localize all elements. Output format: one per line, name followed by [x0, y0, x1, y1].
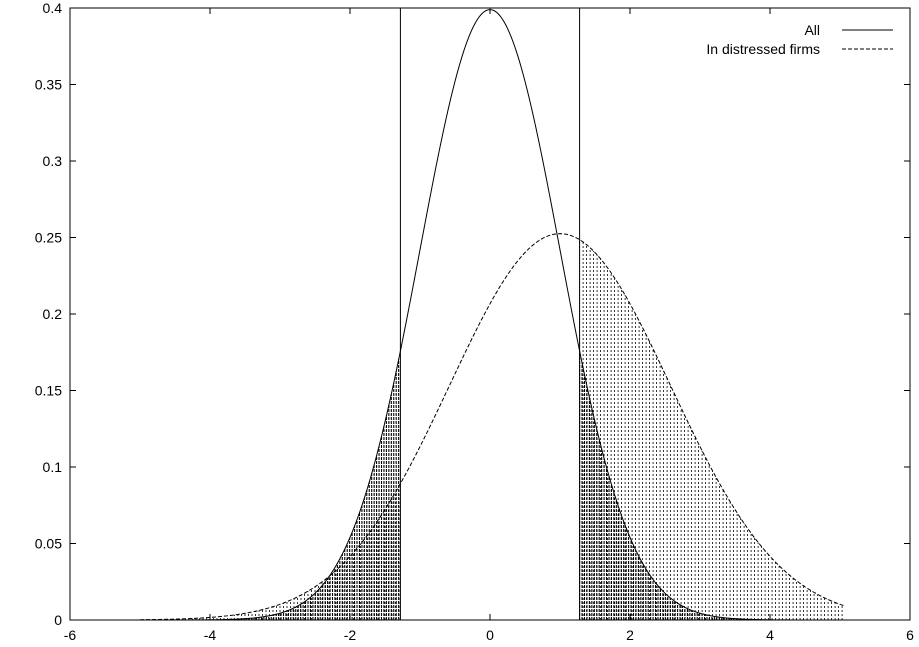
y-tick-label: 0.25 [35, 230, 62, 246]
vertical-lines [399, 8, 581, 620]
y-tick-label: 0.4 [43, 0, 63, 16]
shaded-region-1 [139, 486, 400, 620]
shaded-region-3 [209, 359, 400, 620]
y-tick-label: 0.35 [35, 77, 62, 93]
series-curves [139, 9, 844, 621]
series-line-1 [140, 9, 840, 621]
y-tick-label: 0.2 [43, 306, 63, 322]
y-tick-label: 0.05 [35, 536, 62, 552]
axes: -6 -4 -2 0 2 4 6 0 0.05 0.1 0.15 0.2 0.25 0.3 0.35 0.4 [35, 0, 914, 643]
series-line-2 [139, 233, 844, 621]
plot-frame [69, 7, 911, 621]
x-tick-label: 0 [486, 627, 494, 643]
x-tick-label: -6 [64, 627, 77, 643]
y-tick-label: 0 [54, 612, 62, 628]
x-tick-label: 2 [626, 627, 634, 643]
shaded-regions [139, 239, 843, 620]
legend-label-1: All [804, 22, 820, 38]
x-tick-label: 6 [906, 627, 914, 643]
x-tick-label: -2 [344, 627, 357, 643]
shaded-region-4 [579, 350, 769, 620]
legend-label-2: In distressed firms [706, 41, 820, 57]
legend: All In distressed firms [706, 22, 893, 57]
x-tick-label: -4 [204, 627, 217, 643]
y-tick-label: 0.3 [43, 153, 63, 169]
y-tick-label: 0.15 [35, 383, 62, 399]
y-tick-label: 0.1 [43, 459, 63, 475]
x-tick-label: 4 [766, 627, 774, 643]
